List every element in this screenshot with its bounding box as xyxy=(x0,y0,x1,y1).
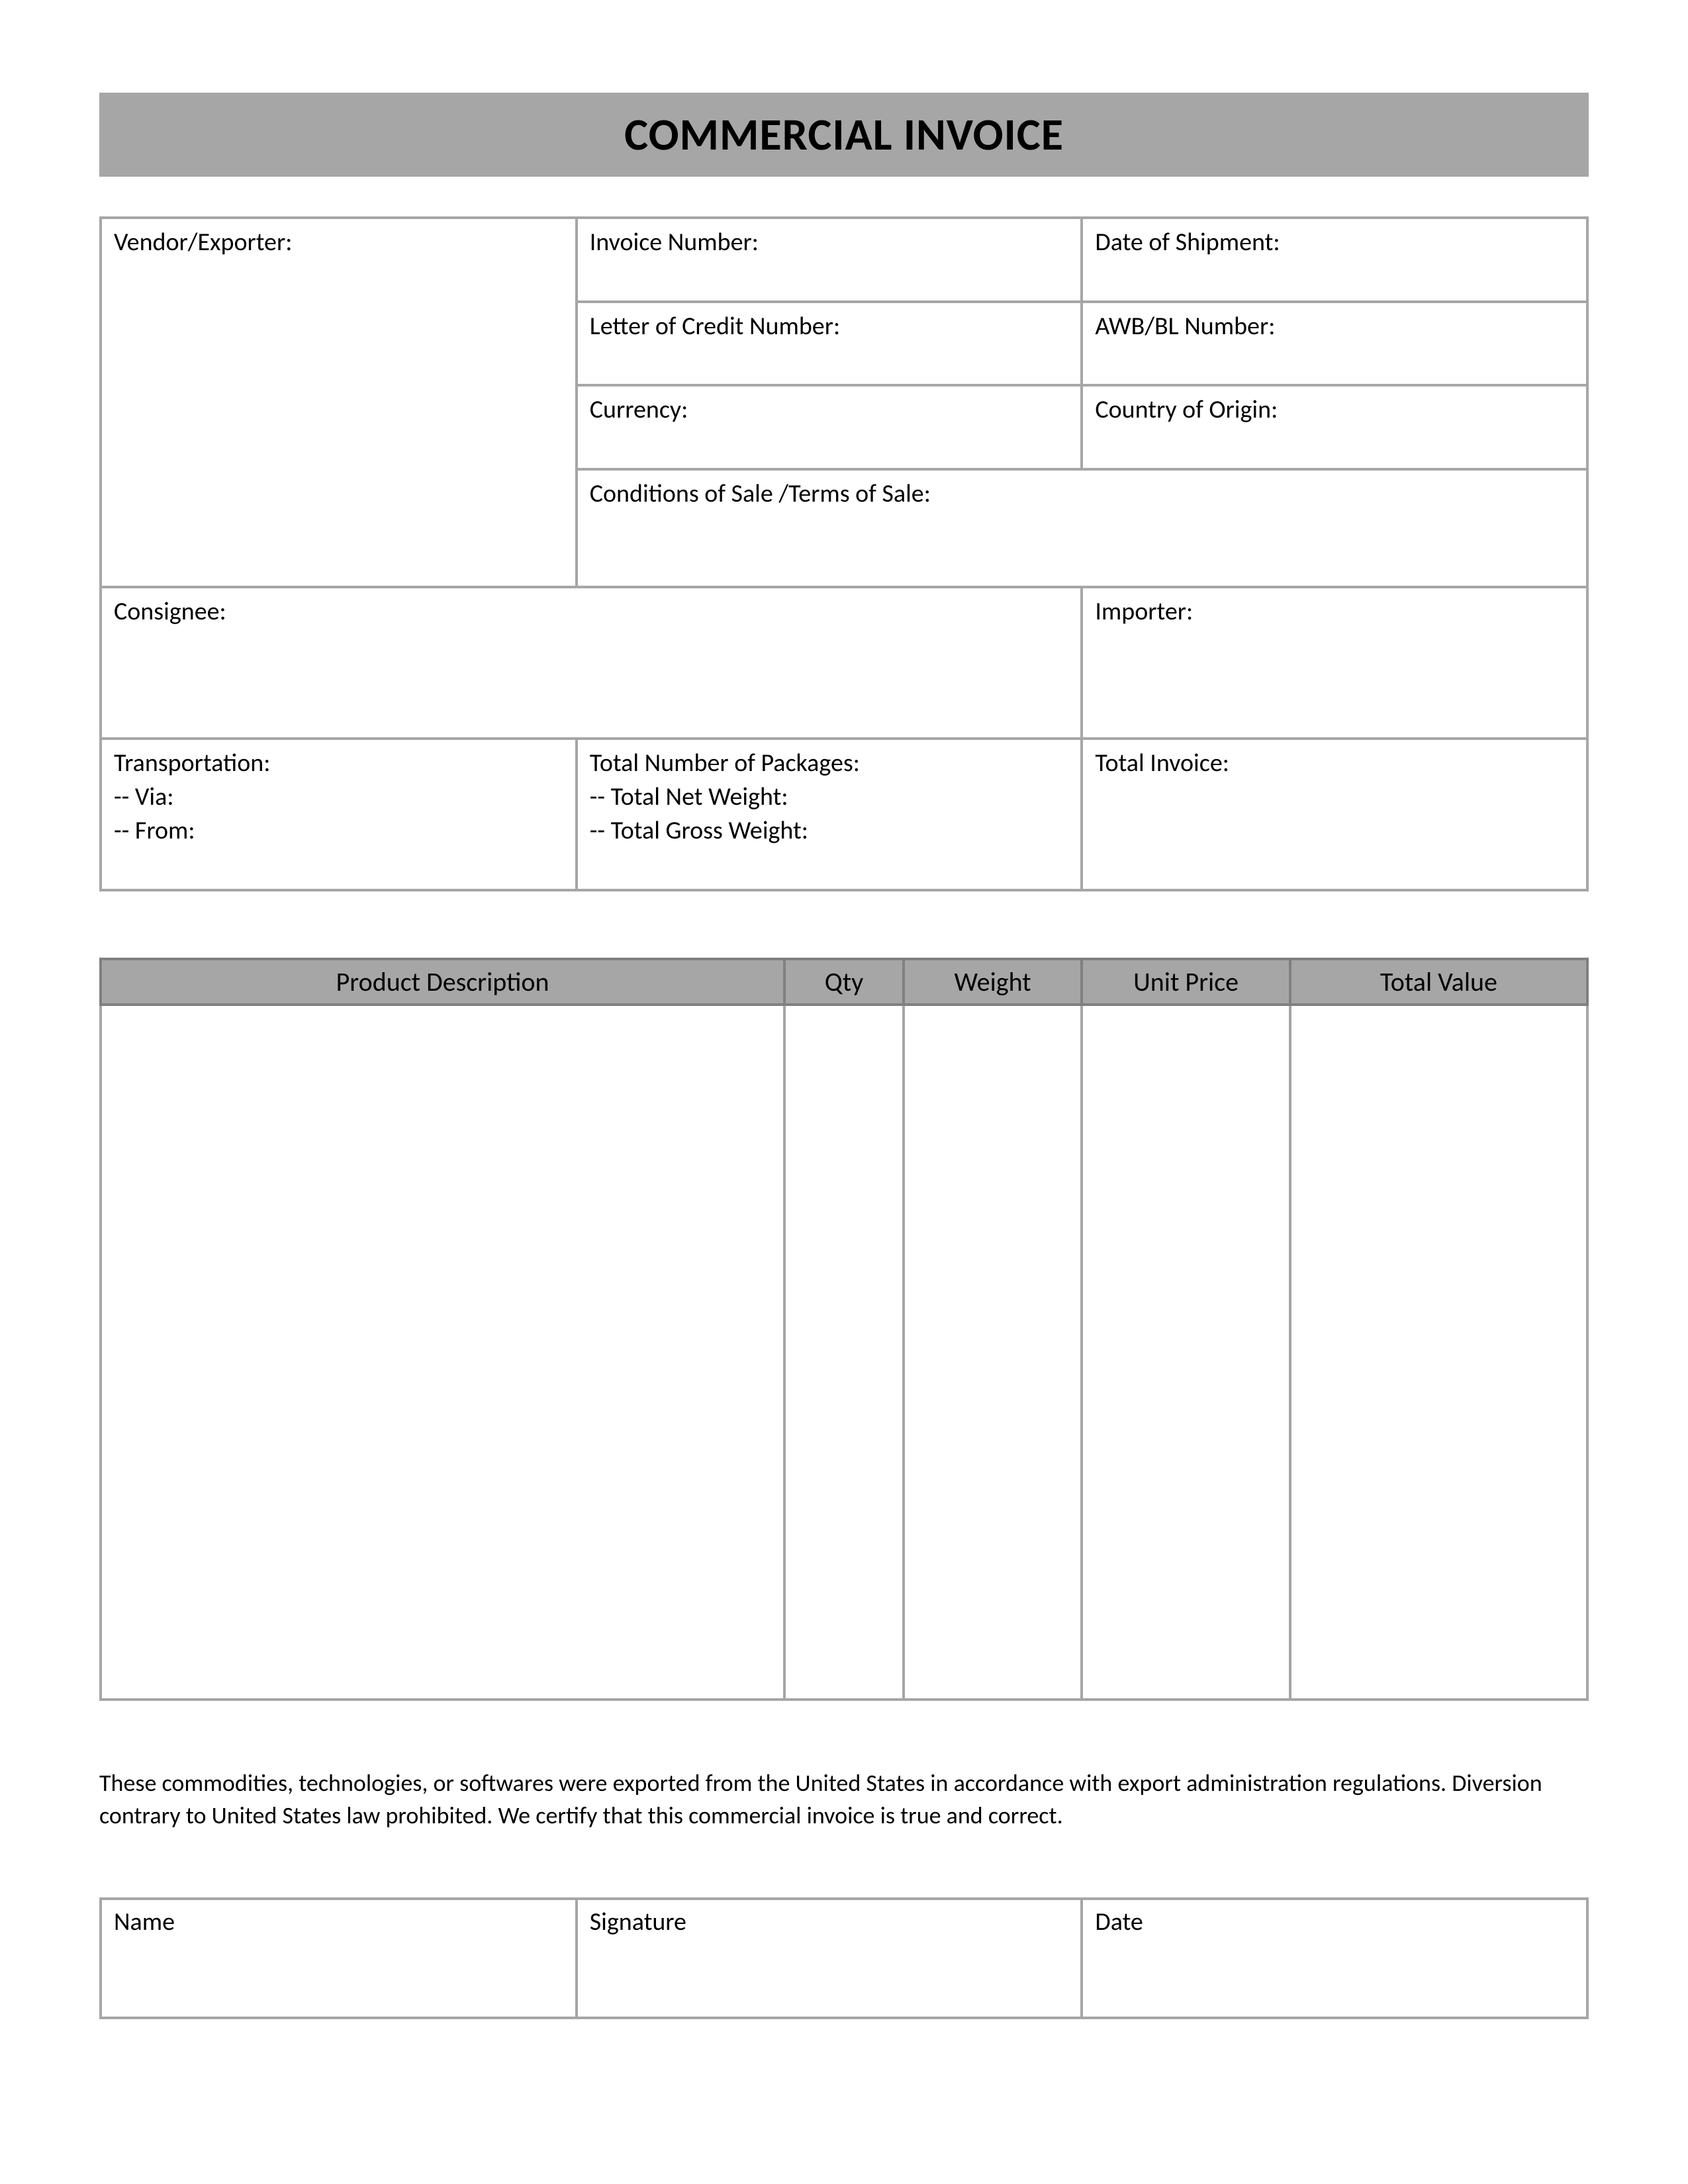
date-label: Date xyxy=(1095,1907,1143,1937)
name-cell[interactable]: Name xyxy=(101,1899,577,2018)
col-product-description: Product Description xyxy=(101,959,784,1005)
conditions-cell[interactable]: Conditions of Sale /Terms of Sale: xyxy=(577,469,1587,587)
cell-qty[interactable] xyxy=(784,1005,904,1700)
transportation-from: -- From: xyxy=(114,815,195,846)
awb-bl-label: AWB/BL Number: xyxy=(1095,311,1275,341)
total-invoice-label: Total Invoice: xyxy=(1095,748,1229,778)
awb-bl-cell[interactable]: AWB/BL Number: xyxy=(1082,302,1587,386)
letter-credit-label: Letter of Credit Number: xyxy=(590,311,840,341)
name-label: Name xyxy=(114,1907,175,1937)
cell-total-value[interactable] xyxy=(1290,1005,1587,1700)
consignee-cell[interactable]: Consignee: xyxy=(101,587,1082,739)
invoice-number-label: Invoice Number: xyxy=(590,227,759,257)
col-total-value: Total Value xyxy=(1290,959,1587,1005)
transportation-label: Transportation: xyxy=(114,748,270,778)
conditions-label: Conditions of Sale /Terms of Sale: xyxy=(590,478,931,509)
signature-label: Signature xyxy=(590,1907,686,1937)
document-title: COMMERCIAL INVOICE xyxy=(99,107,1589,162)
cell-description[interactable] xyxy=(101,1005,784,1700)
vendor-cell[interactable]: Vendor/Exporter: xyxy=(101,218,577,587)
country-origin-label: Country of Origin: xyxy=(1095,394,1278,425)
total-packages-cell[interactable]: Total Number of Packages: -- Total Net W… xyxy=(577,739,1082,890)
invoice-number-cell[interactable]: Invoice Number: xyxy=(577,218,1082,302)
transportation-cell[interactable]: Transportation: -- Via: -- From: xyxy=(101,739,577,890)
disclaimer-text: These commodities, technologies, or soft… xyxy=(99,1767,1589,1831)
col-unit-price: Unit Price xyxy=(1082,959,1289,1005)
country-origin-cell[interactable]: Country of Origin: xyxy=(1082,385,1587,469)
date-shipment-label: Date of Shipment: xyxy=(1095,227,1280,257)
transportation-via: -- Via: xyxy=(114,782,174,812)
cell-weight[interactable] xyxy=(904,1005,1082,1700)
total-packages-label: Total Number of Packages: xyxy=(590,748,860,778)
total-gross-weight: -- Total Gross Weight: xyxy=(590,815,808,846)
date-shipment-cell[interactable]: Date of Shipment: xyxy=(1082,218,1587,302)
importer-cell[interactable]: Importer: xyxy=(1082,587,1587,739)
currency-cell[interactable]: Currency: xyxy=(577,385,1082,469)
importer-label: Importer: xyxy=(1095,596,1193,627)
col-qty: Qty xyxy=(784,959,904,1005)
title-bar: COMMERCIAL INVOICE xyxy=(99,93,1589,177)
cell-unit-price[interactable] xyxy=(1082,1005,1289,1700)
consignee-label: Consignee: xyxy=(114,596,226,627)
signature-table: Name Signature Date xyxy=(99,1897,1589,2019)
table-row[interactable] xyxy=(101,1005,1587,1700)
info-table: Vendor/Exporter: Invoice Number: Date of… xyxy=(99,216,1589,891)
col-weight: Weight xyxy=(904,959,1082,1005)
items-table: Product Description Qty Weight Unit Pric… xyxy=(99,958,1589,1701)
signature-cell[interactable]: Signature xyxy=(577,1899,1082,2018)
total-net-weight: -- Total Net Weight: xyxy=(590,782,788,812)
date-cell[interactable]: Date xyxy=(1082,1899,1587,2018)
total-invoice-cell[interactable]: Total Invoice: xyxy=(1082,739,1587,890)
currency-label: Currency: xyxy=(590,394,688,425)
letter-credit-cell[interactable]: Letter of Credit Number: xyxy=(577,302,1082,386)
